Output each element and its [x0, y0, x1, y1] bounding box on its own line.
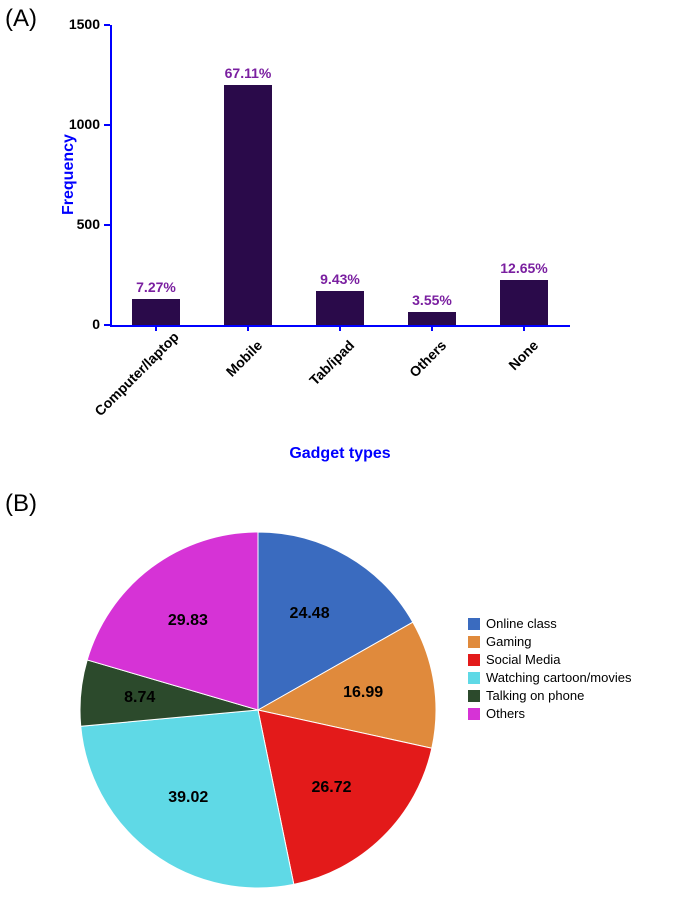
pie-slice-label: 39.02: [168, 789, 208, 807]
legend-item: Social Media: [468, 652, 631, 667]
legend-text: Online class: [486, 616, 557, 631]
legend-swatch: [468, 618, 480, 630]
pie-slice-label: 26.72: [311, 779, 351, 797]
legend-item: Others: [468, 706, 631, 721]
pie-slice-label: 16.99: [343, 684, 383, 702]
legend-swatch: [468, 708, 480, 720]
legend-swatch: [468, 636, 480, 648]
legend-text: Talking on phone: [486, 688, 584, 703]
legend-text: Others: [486, 706, 525, 721]
pie-slice-label: 29.83: [168, 612, 208, 630]
legend-item: Watching cartoon/movies: [468, 670, 631, 685]
legend-swatch: [468, 690, 480, 702]
legend-text: Gaming: [486, 634, 532, 649]
legend-text: Social Media: [486, 652, 560, 667]
legend-swatch: [468, 672, 480, 684]
legend-item: Talking on phone: [468, 688, 631, 703]
legend-item: Online class: [468, 616, 631, 631]
legend-swatch: [468, 654, 480, 666]
pie-slice-label: 24.48: [290, 605, 330, 623]
legend-item: Gaming: [468, 634, 631, 649]
pie-slice-label: 8.74: [124, 689, 155, 707]
page: (A) 050010001500Frequency7.27%Computer/l…: [0, 0, 673, 922]
legend-text: Watching cartoon/movies: [486, 670, 631, 685]
pie-legend: Online class Gaming Social Media Watching c…: [468, 616, 631, 724]
